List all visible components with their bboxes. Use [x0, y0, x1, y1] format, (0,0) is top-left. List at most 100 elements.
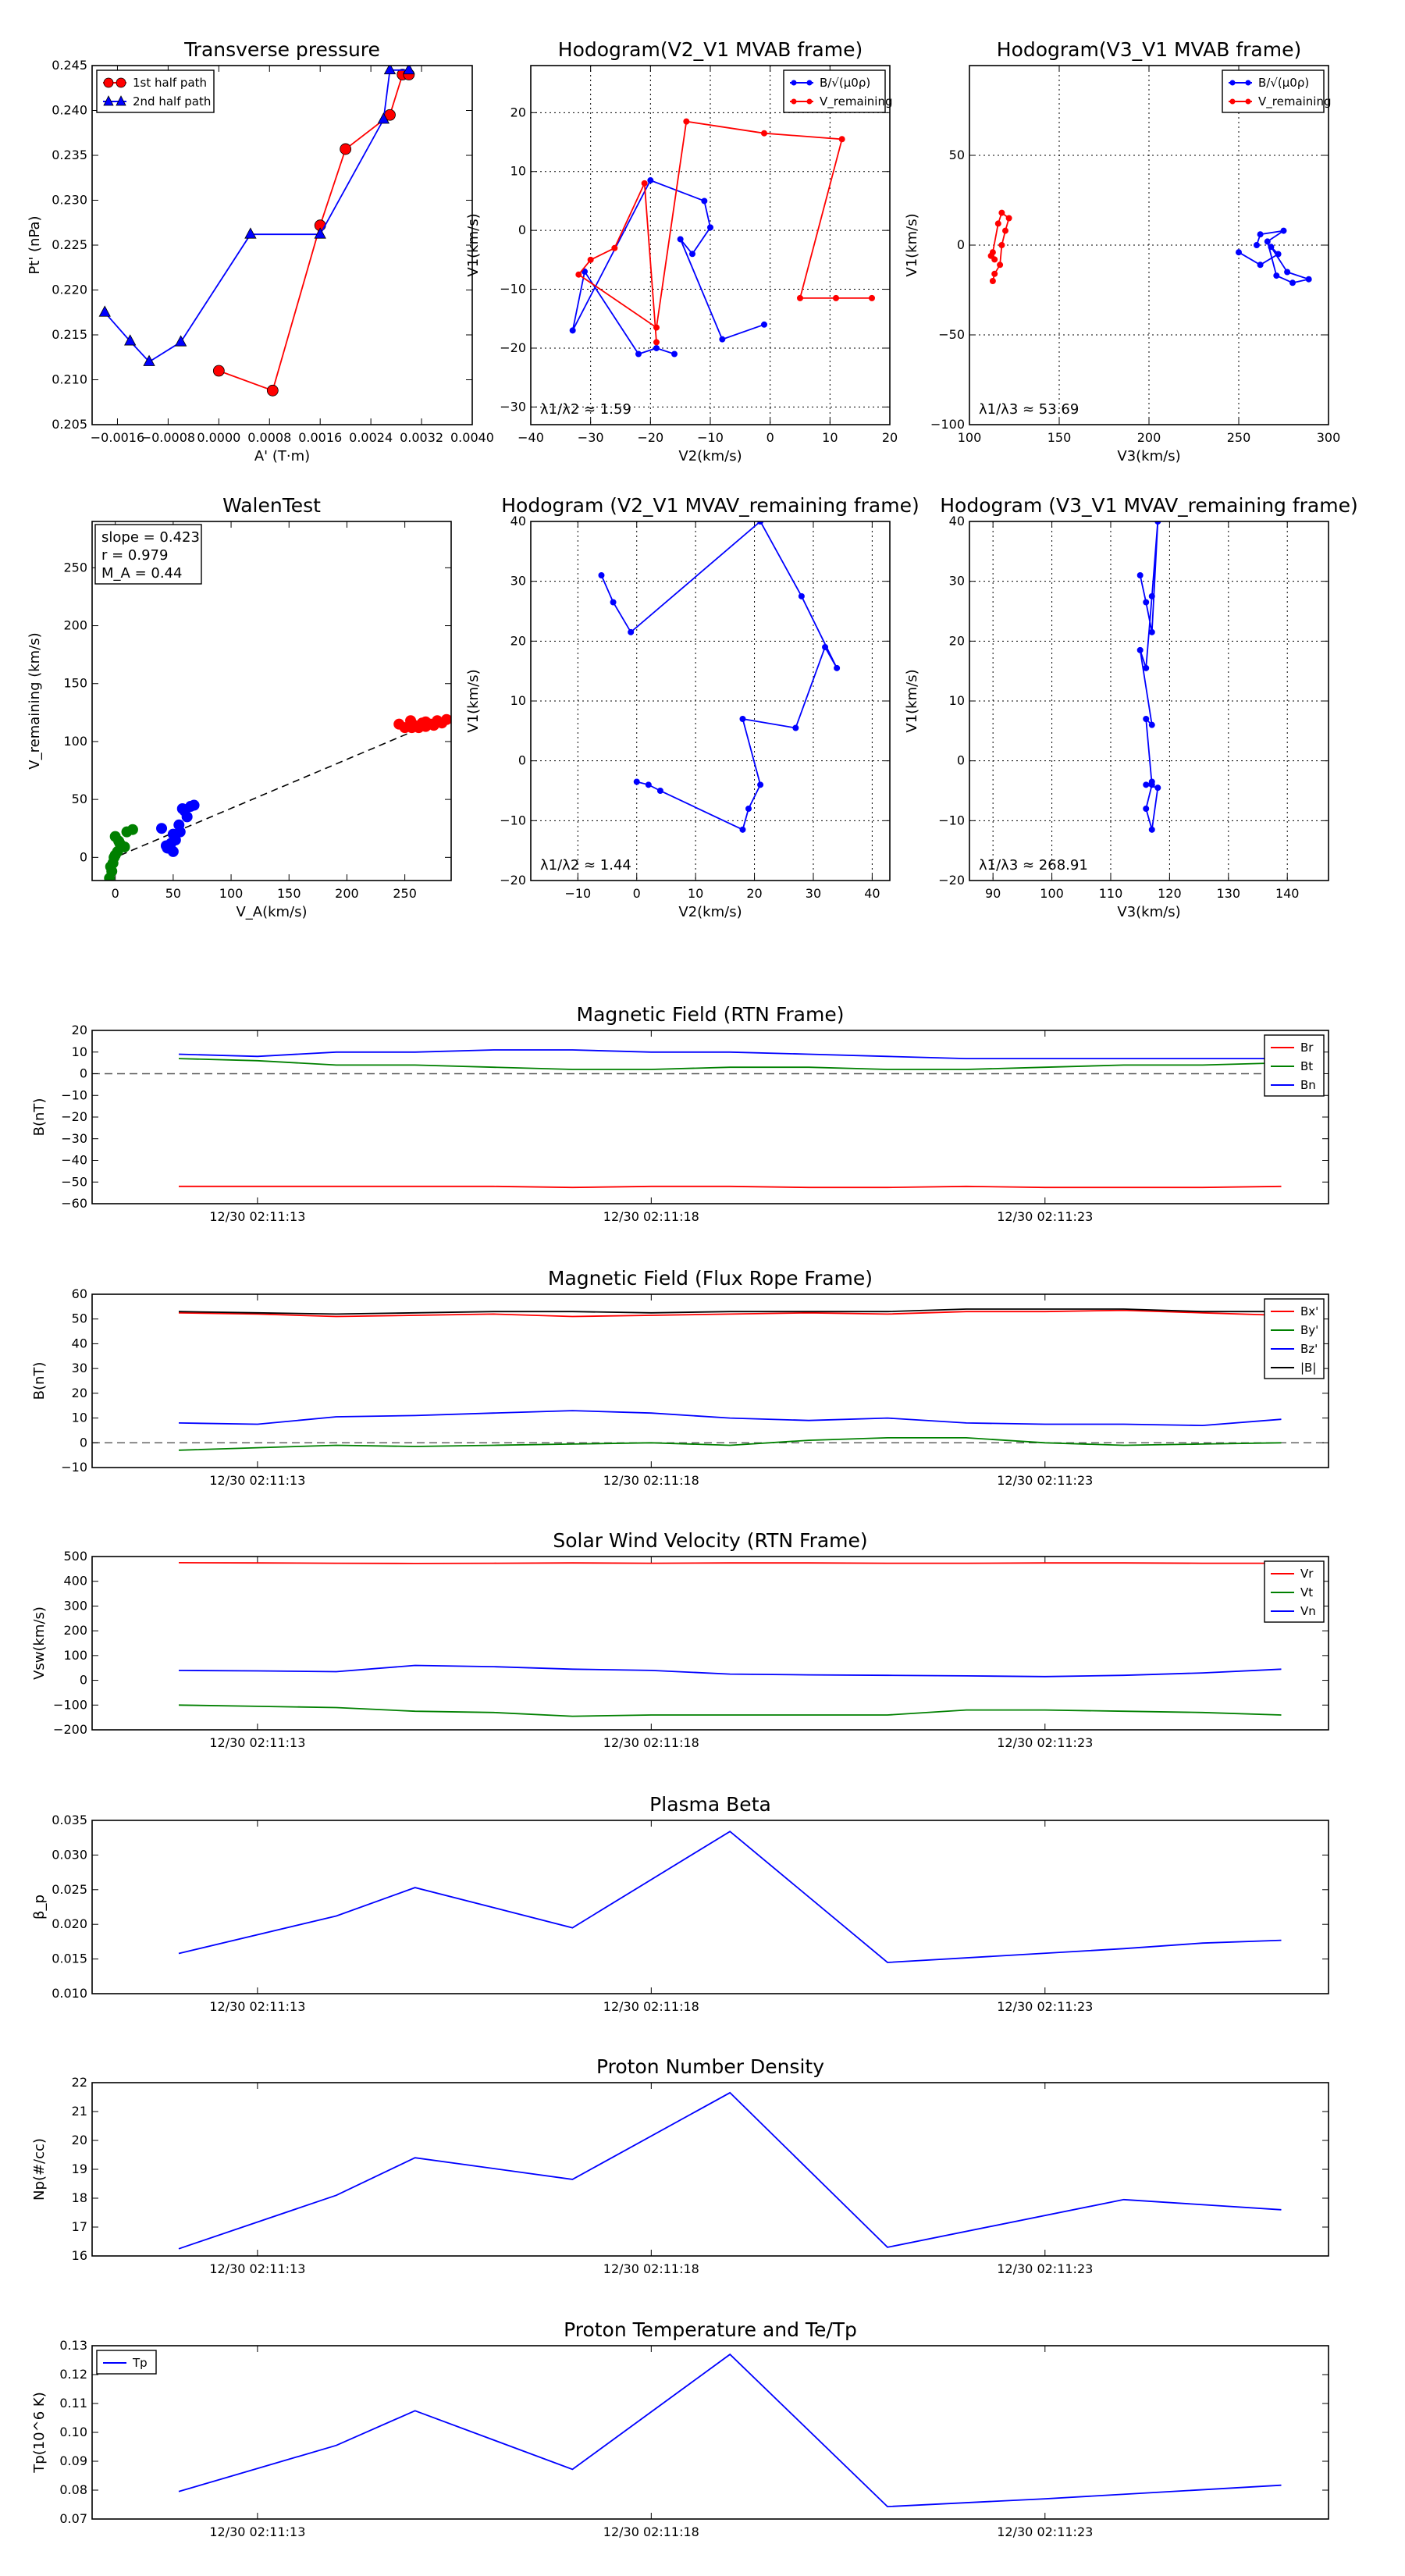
walen-xtick-label-5: 250: [393, 886, 417, 901]
h31r-series-V-0-point-10: [1143, 806, 1150, 812]
tp-series-2ndhalfpath-1-point-8: [98, 305, 111, 317]
walen-ytick-label-0: 0: [80, 849, 87, 864]
mag_fr-xtick-label-1: 12/30 02:11:18: [603, 1473, 699, 1488]
h21-series-B0-0-point-5: [701, 197, 708, 205]
mag_rtn-series-Bt-1-line: [178, 1058, 1282, 1070]
h21r-xtick-label-2: 10: [688, 886, 703, 901]
plot-frame: [91, 1030, 1329, 1204]
h31-legend-marker-a-1: [1229, 98, 1236, 105]
h31r-xtick-label-5: 140: [1275, 886, 1300, 901]
h21-series-B0-0-point-10: [653, 344, 660, 351]
mag_rtn-panel: Magnetic Field (RTN Frame) 12/30 02:11:13…: [31, 1003, 1329, 1224]
mag_rtn-ytick-label-7: 10: [72, 1044, 87, 1059]
tp-legend-marker-0-1: [103, 95, 114, 106]
vsw-ytick-label-6: 400: [63, 1574, 87, 1589]
h31-xtick-label-4: 300: [1317, 430, 1341, 445]
h21r-ytick-label-2: 0: [518, 753, 526, 768]
h31-ytick-label-0: −100: [930, 417, 965, 432]
mag_rtn-ytick-label-3: −30: [61, 1131, 87, 1146]
h31r-series-V-0-line: [1139, 521, 1159, 831]
h21r-ytick-label-6: 40: [510, 514, 526, 528]
vsw-legend-label-2: Vn: [1300, 1604, 1316, 1618]
h21-series-B0-0-point-3: [689, 251, 695, 258]
h21-series-B0-0-point-6: [647, 177, 654, 184]
h31-series-Vremaining-1-point-2: [997, 262, 1004, 269]
tp-ytick-label-4: 0.225: [52, 237, 87, 252]
vsw-ytick-label-4: 200: [63, 1623, 87, 1638]
h21-ytick-label-2: −10: [500, 282, 526, 297]
h31-series-B0-0-point-1: [1257, 262, 1264, 269]
walen-series-blue-1-point-13: [174, 826, 186, 838]
mag_rtn-ytick-label-8: 20: [72, 1023, 87, 1037]
h21r-ytick-label-4: 20: [510, 633, 526, 648]
h21r-xtick-label-0: −10: [564, 886, 591, 901]
beta-ytick-label-1: 0.015: [52, 1952, 87, 1966]
h31-ytick-label-1: −50: [938, 327, 965, 342]
tp-xtick-label-3: 0.0008: [247, 430, 291, 445]
mag_fr-legend-label-0: Bx': [1300, 1304, 1318, 1318]
h21-xtick-label-3: −10: [697, 430, 724, 445]
h21-series-B0-0-point-2: [677, 236, 684, 243]
h21r-title: Hodogram (V2_V1 MVAV_remaining frame): [501, 494, 919, 517]
vsw-xtick-label-1: 12/30 02:11:18: [603, 1735, 699, 1750]
h21-annotation: λ1/λ2 ≈ 1.59: [540, 401, 631, 418]
plot-frame: [530, 65, 891, 425]
walen-series-blue-1-point-0: [156, 823, 168, 834]
h21-series-Vremaining-1-point-9: [611, 244, 618, 251]
walen-title: WalenTest: [222, 494, 321, 517]
h31-series-Vremaining-1-point-9: [991, 256, 998, 263]
h31-series-B0-0-point-8: [1264, 238, 1271, 245]
mag_rtn-title: Magnetic Field (RTN Frame): [577, 1003, 845, 1026]
mag_rtn-xtick-label-1: 12/30 02:11:18: [603, 1209, 699, 1224]
walen-ylabel: V_remaining (km/s): [27, 632, 43, 769]
h31-series-B0-0-point-7: [1273, 272, 1280, 279]
tp_temp-ytick-label-5: 0.12: [59, 2367, 87, 2382]
tp-series-2ndhalfpath-1-point-0: [403, 66, 415, 75]
h21r-panel: Hodogram (V2_V1 MVAV_remaining frame) −10…: [465, 494, 919, 920]
mag_fr-xtick-label-2: 12/30 02:11:23: [997, 1473, 1093, 1488]
tp-xtick-label-2: 0.0000: [197, 430, 240, 445]
beta-xtick-label-1: 12/30 02:11:18: [603, 1999, 699, 2014]
mag_fr-ytick-label-5: 40: [72, 1336, 87, 1350]
tp-series-1sthalfpath-0-point-1: [266, 384, 279, 397]
np-ytick-label-0: 16: [72, 2248, 87, 2263]
h31-series-B0-0-point-6: [1289, 279, 1296, 286]
np-series-Np-0-line: [178, 2091, 1282, 2250]
tp-panel: Transverse pressure −0.0016−0.0008 0.0000 0…: [27, 38, 494, 464]
beta-xtick-label-0: 12/30 02:11:13: [209, 1999, 305, 2014]
h31-xtick-label-2: 200: [1137, 430, 1161, 445]
h21-series-Vremaining-1-point-11: [653, 339, 660, 346]
h31r-panel: Hodogram (V3_V1 MVAV_remaining frame) 90 1…: [904, 494, 1358, 920]
h31r-series-V-0-point-8: [1143, 716, 1150, 722]
tp-xtick-label-4: 0.0016: [298, 430, 342, 445]
h31-series-B0-0-point-10: [1257, 231, 1264, 238]
walen-ytick-label-5: 250: [63, 560, 87, 575]
mag_rtn-series-Bn-2-line: [178, 1049, 1282, 1059]
mag_rtn-ylabel: B(nT): [31, 1098, 48, 1137]
h21-series-Vremaining-1-point-1: [833, 294, 839, 301]
tp_temp-series-Tp-0-line: [178, 2353, 1282, 2508]
h31-series-Vremaining-1-point-5: [1005, 215, 1012, 222]
walen-series-green-0-point-11: [126, 824, 138, 835]
h31r-ytick-label-2: 0: [957, 753, 965, 768]
h31-series-Vremaining-1-point-6: [998, 209, 1005, 216]
np-panel: Proton Number Density 12/30 02:11:13 12/30…: [31, 2055, 1329, 2276]
h31-xtick-label-0: 100: [958, 430, 982, 445]
h31r-xtick-label-4: 130: [1217, 886, 1241, 901]
tp-series-2ndhalfpath-1-point-5: [174, 335, 187, 347]
h21-legend-marker-b-0: [806, 80, 813, 86]
h31-panel: Hodogram(V3_V1 MVAB frame) 100 150 200 250 30…: [904, 38, 1340, 464]
h31r-xlabel: V3(km/s): [1117, 904, 1180, 920]
np-ytick-label-2: 18: [72, 2190, 87, 2205]
h31r-ytick-label-1: −10: [938, 813, 965, 827]
h21-series-B0-0-point-4: [707, 224, 713, 231]
h31r-series-V-0-point-3: [1154, 521, 1161, 525]
h21r-series-V-0-point-10: [745, 806, 752, 812]
beta-panel: Plasma Beta 12/30 02:11:13 12/30 02:11:18 1…: [31, 1793, 1329, 2014]
h31r-annotation: λ1/λ3 ≈ 268.91: [979, 857, 1088, 873]
h31r-ytick-label-6: 40: [949, 514, 965, 528]
h21-title: Hodogram(V2_V1 MVAB frame): [558, 38, 863, 61]
tp-ytick-label-6: 0.235: [52, 148, 87, 162]
walen-fit-line: [108, 714, 451, 861]
